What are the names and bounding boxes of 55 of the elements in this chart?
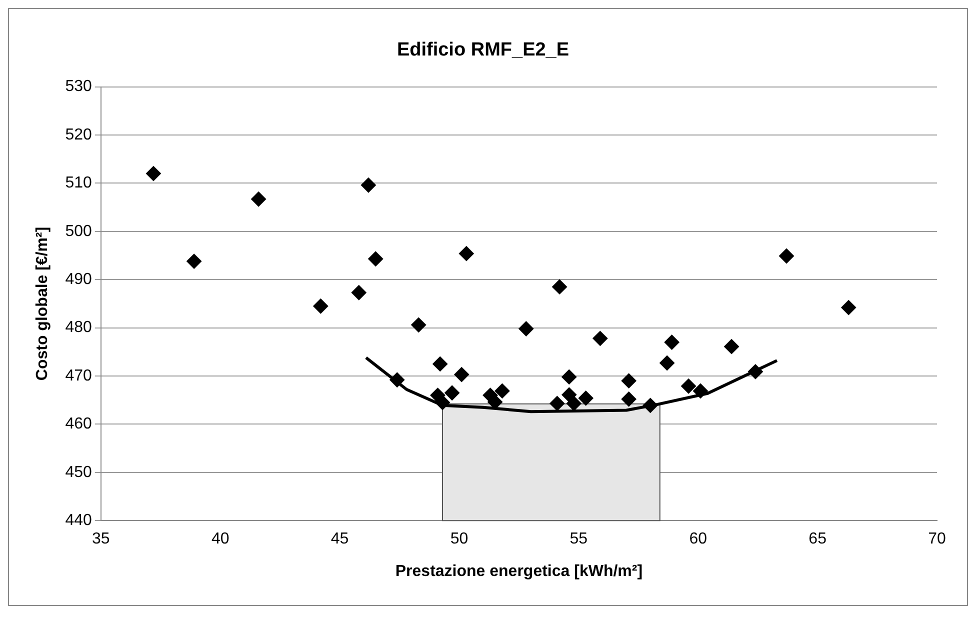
x-tick-label: 50 — [450, 530, 468, 548]
point — [390, 372, 405, 388]
chart-title: Edificio RMF_E2_E — [396, 40, 570, 61]
point — [552, 279, 568, 294]
y-tick-label: 440 — [65, 512, 92, 530]
y-tick-label: 510 — [65, 174, 92, 192]
x-tick-label: 70 — [928, 530, 946, 548]
point — [841, 300, 856, 316]
y-tick-label: 520 — [65, 126, 92, 144]
point — [411, 317, 426, 332]
point — [360, 178, 376, 193]
point — [621, 392, 636, 407]
point — [146, 166, 161, 182]
point — [186, 254, 202, 269]
point — [621, 373, 636, 388]
x-tick-label: 35 — [92, 530, 110, 548]
point — [432, 356, 448, 372]
point — [664, 334, 680, 350]
point — [724, 339, 740, 354]
point — [779, 248, 794, 264]
point — [444, 385, 460, 400]
y-tick-label: 480 — [65, 319, 92, 336]
x-axis-title: Prestazione energetica [kWh/m²] — [395, 562, 643, 580]
point — [660, 355, 675, 370]
point — [562, 387, 577, 402]
y-tick-label: 500 — [65, 222, 92, 240]
point — [251, 192, 266, 207]
point — [566, 396, 582, 411]
point — [368, 251, 384, 266]
point — [578, 390, 594, 406]
point — [562, 369, 577, 384]
y-axis-title: Costo globale [€/m²] — [34, 226, 52, 381]
point — [550, 396, 565, 411]
point — [642, 398, 658, 413]
x-tick-label: 60 — [689, 530, 708, 548]
point — [313, 298, 328, 314]
y-tick-label: 450 — [65, 464, 92, 481]
point — [351, 285, 366, 300]
point — [435, 395, 450, 410]
point — [494, 383, 510, 398]
y-tick-label: 460 — [65, 416, 92, 433]
point — [518, 321, 534, 336]
point — [458, 246, 474, 262]
y-tick-label: 490 — [65, 271, 92, 288]
point — [454, 367, 470, 382]
x-tick-label: 65 — [808, 530, 827, 548]
x-tick-label: 45 — [330, 530, 349, 548]
point — [748, 364, 763, 380]
point — [693, 383, 708, 398]
point — [681, 378, 696, 394]
x-tick-label: 55 — [570, 530, 588, 548]
y-tick-label: 530 — [65, 78, 92, 96]
point — [592, 330, 608, 346]
x-tick-label: 40 — [211, 530, 230, 548]
y-tick-label: 470 — [65, 367, 92, 384]
